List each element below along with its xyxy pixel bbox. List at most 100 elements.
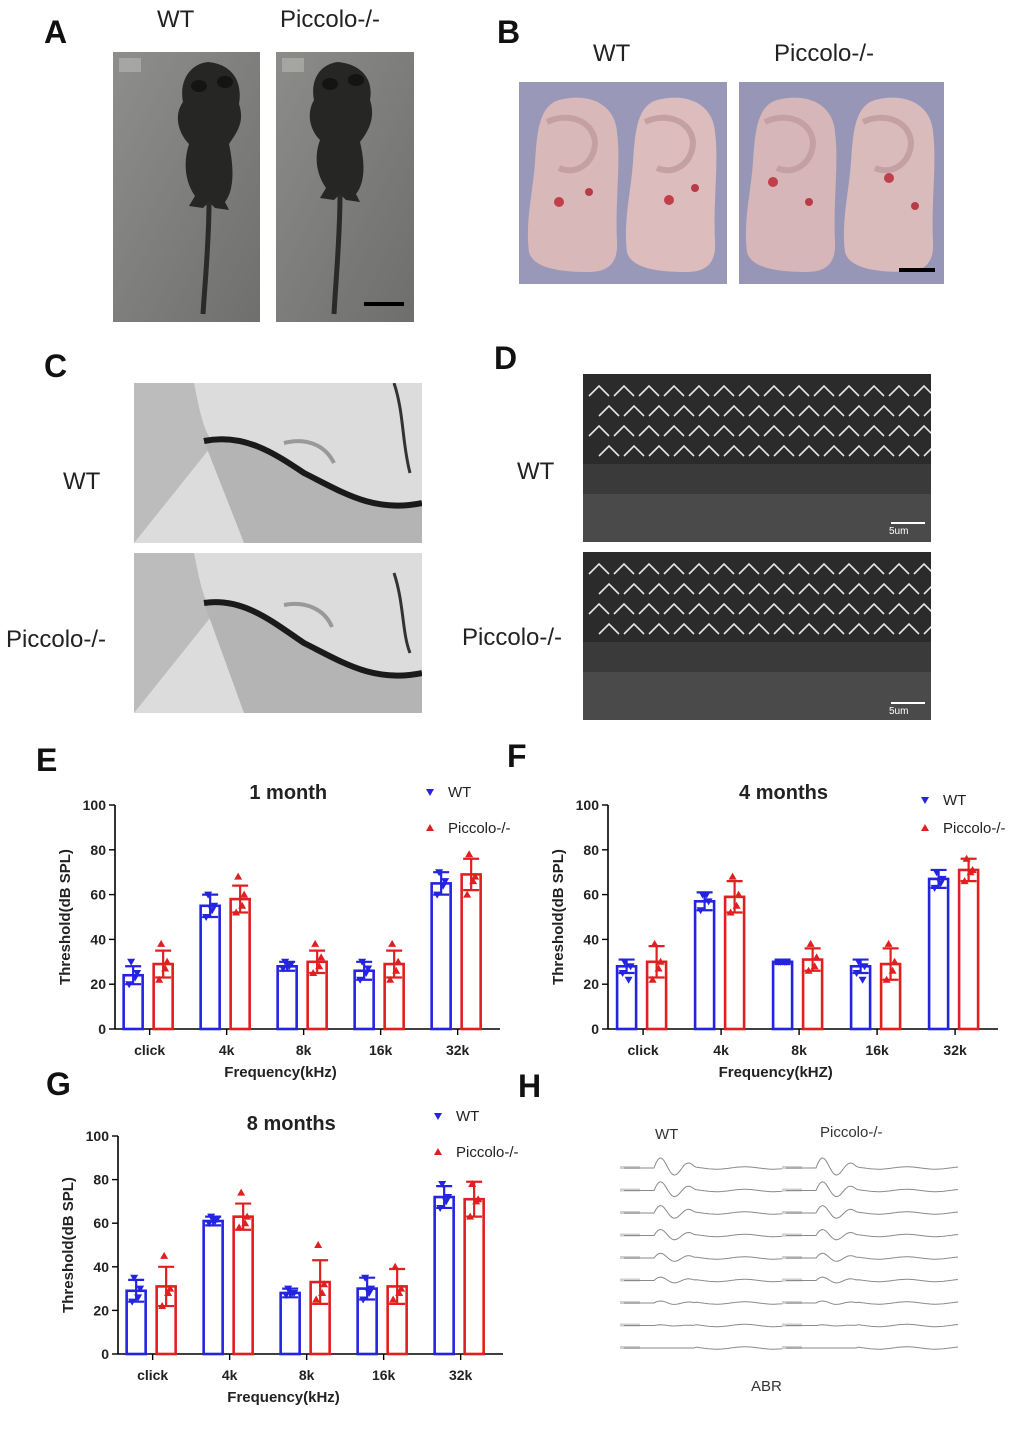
chart-title: 1 month [249,782,327,804]
hair-bundle [738,384,760,397]
abr-trace [624,1276,797,1284]
hair-bundle [613,384,635,397]
hair-bundle [673,444,695,457]
x-tick-label: 8k [791,1042,807,1058]
data-point [882,975,891,983]
y-tick-label: 60 [90,887,106,903]
hair-bundle [888,562,910,575]
x-tick-label: click [628,1042,659,1058]
hair-bundle [623,582,645,595]
sem-scale-label-wt: 5um [889,526,909,537]
data-point [234,872,243,880]
hair-bundle [638,384,660,397]
hair-bundle [623,444,645,457]
hair-bundle [748,404,770,417]
hair-bundle [713,602,735,615]
histology-image-wt [134,383,422,543]
abr-trace [624,1323,797,1328]
hair-bundle [898,622,920,635]
data-point [438,1180,447,1188]
hair-bundle [763,602,785,615]
data-point [232,908,241,916]
data-point [465,850,474,858]
legend-marker [921,824,929,831]
data-point [238,901,247,909]
chart-title: 4 months [739,782,828,804]
data-point [131,974,140,982]
y-tick-label: 0 [101,1346,109,1362]
bar [927,877,950,1031]
legend-marker [921,797,929,804]
bar [615,964,638,1031]
data-point [309,969,318,976]
hair-bundle [863,602,885,615]
hair-bundle [748,582,770,595]
bar [430,882,452,1031]
data-point [318,1288,327,1296]
panel-letter-d: D [494,340,518,376]
hair-bundle [913,424,931,437]
data-point [389,1295,398,1303]
data-point [966,868,975,876]
y-tick-label: 40 [583,931,599,947]
data-point [433,891,442,899]
hair-bundle [798,582,820,595]
data-point [734,890,743,898]
cochlea-photo-wt [519,82,727,284]
data-point [235,1223,244,1231]
hair-bundle [823,582,845,595]
hair-bundle [588,562,610,575]
hair-bundle [788,384,810,397]
abr-trace [624,1346,797,1350]
hair-bundle [698,404,720,417]
hair-bundle [673,404,695,417]
y-tick-label: 80 [93,1172,109,1188]
data-point [780,958,789,966]
chart-g: 8 months 0 20 40 60 80 100 Threshold(dB SPL) Fre… [60,1108,519,1406]
data-point [358,958,367,966]
hair-bundle [823,622,845,635]
y-tick-label: 100 [86,1128,110,1144]
hair-bundle [873,404,895,417]
hair-bundle [888,384,910,397]
data-point [442,1198,451,1206]
hair-bundle [813,424,835,437]
data-point [125,981,134,989]
legend-label: Piccolo-/- [456,1144,519,1161]
data-point [469,877,478,885]
hair-bundle [863,424,885,437]
data-point [436,1204,445,1212]
bar [279,1291,301,1356]
panel-letter-h: H [518,1068,542,1104]
data-point [240,890,249,898]
data-point [962,854,971,862]
bar [202,1219,224,1356]
sem-pattern-piccolo [583,552,931,720]
hair-bundle [638,424,660,437]
x-tick-label: 8k [296,1042,312,1058]
panel-a-label-wt: WT [157,6,195,33]
data-point [468,1179,477,1187]
data-point [284,1285,293,1293]
panel-b-label-piccolo: Piccolo-/- [774,40,875,67]
data-point [127,958,136,966]
hair-bundle [723,404,745,417]
hair-bundle [648,622,670,635]
data-point [466,1212,475,1220]
x-tick-label: click [134,1042,165,1058]
hair-bundle [588,384,610,397]
data-point [205,1220,214,1228]
y-tick-label: 0 [98,1021,106,1037]
panel-h-xlabel: ABR [751,1378,782,1395]
data-point [932,869,941,877]
chart-e: 1 month 0 20 40 60 80 100 Threshold(dB SPL) Freq… [57,782,511,1081]
hair-bundle [598,444,620,457]
y-tick-label: 40 [93,1259,109,1275]
hair-bundle [923,585,931,595]
y-tick-label: 100 [83,797,107,813]
bar [957,868,980,1031]
data-point [930,884,939,892]
y-tick-label: 60 [583,887,599,903]
abr-trace [786,1252,959,1262]
x-axis-label: Frequency(kHz) [224,1064,337,1081]
